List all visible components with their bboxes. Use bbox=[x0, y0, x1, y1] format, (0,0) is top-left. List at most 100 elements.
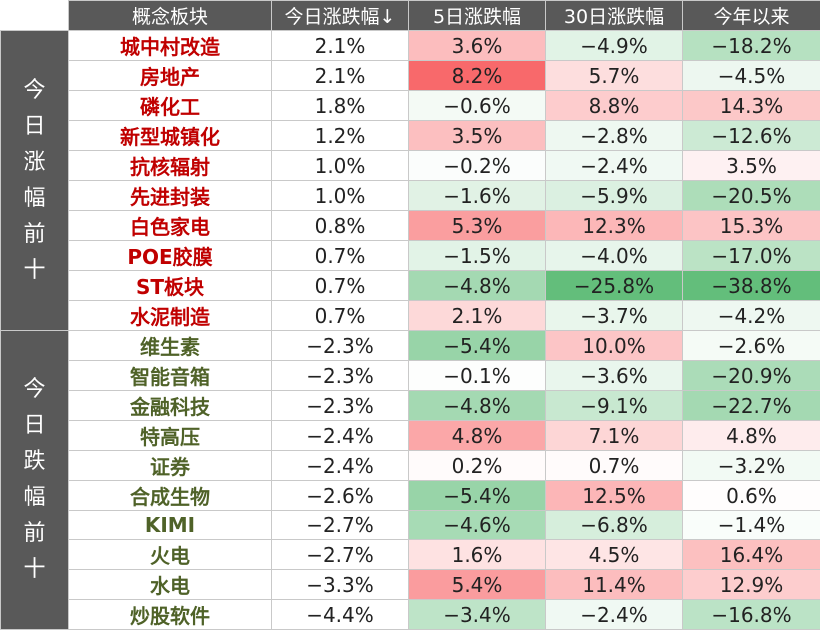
cell-ytd: 0.6% bbox=[683, 481, 820, 511]
table-row[interactable]: 水电−3.3%5.4%11.4%12.9% bbox=[1, 570, 820, 600]
cell-d5: −5.4% bbox=[409, 481, 546, 511]
cell-d5: −0.1% bbox=[409, 361, 546, 391]
cell-d30: 12.5% bbox=[546, 481, 683, 511]
concept-name[interactable]: 火电 bbox=[69, 540, 272, 570]
cell-d5: 1.6% bbox=[409, 540, 546, 570]
cell-d30: 0.7% bbox=[546, 451, 683, 481]
concept-name[interactable]: 证券 bbox=[69, 451, 272, 481]
table-row[interactable]: KIMI−2.7%−4.6%−6.8%−1.4% bbox=[1, 511, 820, 540]
cell-d5: −4.8% bbox=[409, 391, 546, 421]
cell-today: −4.4% bbox=[272, 600, 409, 630]
table-row[interactable]: 金融科技−2.3%−4.8%−9.1%−22.7% bbox=[1, 391, 820, 421]
header-row: 概念板块 今日涨跌幅↓ 5日涨跌幅 30日涨跌幅 今年以来 bbox=[1, 1, 820, 31]
bottom-group-label: 今日跌幅前十 bbox=[1, 331, 69, 630]
concept-name[interactable]: 特高压 bbox=[69, 421, 272, 451]
concept-name[interactable]: 水电 bbox=[69, 570, 272, 600]
header-5day-change[interactable]: 5日涨跌幅 bbox=[409, 1, 546, 31]
cell-d5: 5.4% bbox=[409, 570, 546, 600]
cell-d30: 4.5% bbox=[546, 540, 683, 570]
concept-name[interactable]: 炒股软件 bbox=[69, 600, 272, 630]
concept-name[interactable]: 先进封装 bbox=[69, 181, 272, 211]
table-row[interactable]: 火电−2.7%1.6%4.5%16.4% bbox=[1, 540, 820, 570]
cell-ytd: −38.8% bbox=[683, 271, 820, 301]
cell-today: −3.3% bbox=[272, 570, 409, 600]
concept-name[interactable]: 新型城镇化 bbox=[69, 121, 272, 151]
bottom-group-text: 今日跌幅前十 bbox=[23, 372, 47, 588]
cell-ytd: −22.7% bbox=[683, 391, 820, 421]
concept-name[interactable]: 合成生物 bbox=[69, 481, 272, 511]
header-today-change[interactable]: 今日涨跌幅↓ bbox=[272, 1, 409, 31]
cell-today: −2.3% bbox=[272, 331, 409, 361]
cell-ytd: −18.2% bbox=[683, 31, 820, 61]
cell-d30: −2.8% bbox=[546, 121, 683, 151]
table-row[interactable]: 炒股软件−4.4%−3.4%−2.4%−16.8% bbox=[1, 600, 820, 630]
cell-today: −2.7% bbox=[272, 540, 409, 570]
cell-d5: −5.4% bbox=[409, 331, 546, 361]
cell-d30: 12.3% bbox=[546, 211, 683, 241]
table-row[interactable]: 证券−2.4%0.2%0.7%−3.2% bbox=[1, 451, 820, 481]
cell-d30: 11.4% bbox=[546, 570, 683, 600]
concept-name[interactable]: POE胶膜 bbox=[69, 241, 272, 271]
cell-d30: 8.8% bbox=[546, 91, 683, 121]
cell-today: 2.1% bbox=[272, 31, 409, 61]
cell-d5: 2.1% bbox=[409, 301, 546, 331]
cell-ytd: −20.5% bbox=[683, 181, 820, 211]
table-row[interactable]: 特高压−2.4%4.8%7.1%4.8% bbox=[1, 421, 820, 451]
header-30day-change[interactable]: 30日涨跌幅 bbox=[546, 1, 683, 31]
cell-d30: −2.4% bbox=[546, 151, 683, 181]
cell-d5: 3.6% bbox=[409, 31, 546, 61]
cell-ytd: 16.4% bbox=[683, 540, 820, 570]
header-concept[interactable]: 概念板块 bbox=[69, 1, 272, 31]
table-row[interactable]: 合成生物−2.6%−5.4%12.5%0.6% bbox=[1, 481, 820, 511]
top-group-label: 今日涨幅前十 bbox=[1, 31, 69, 331]
cell-today: −2.7% bbox=[272, 511, 409, 540]
table-row[interactable]: 今日跌幅前十维生素−2.3%−5.4%10.0%−2.6% bbox=[1, 331, 820, 361]
concept-name[interactable]: 白色家电 bbox=[69, 211, 272, 241]
concept-name[interactable]: 水泥制造 bbox=[69, 301, 272, 331]
cell-ytd: 3.5% bbox=[683, 151, 820, 181]
cell-ytd: 15.3% bbox=[683, 211, 820, 241]
cell-d30: −25.8% bbox=[546, 271, 683, 301]
cell-d5: −0.2% bbox=[409, 151, 546, 181]
concept-name[interactable]: 智能音箱 bbox=[69, 361, 272, 391]
concept-name[interactable]: 维生素 bbox=[69, 331, 272, 361]
cell-d30: −3.7% bbox=[546, 301, 683, 331]
cell-d30: −5.9% bbox=[546, 181, 683, 211]
cell-d5: 4.8% bbox=[409, 421, 546, 451]
cell-ytd: −16.8% bbox=[683, 600, 820, 630]
cell-d5: −4.6% bbox=[409, 511, 546, 540]
cell-today: 0.8% bbox=[272, 211, 409, 241]
cell-d30: 10.0% bbox=[546, 331, 683, 361]
table-row[interactable]: 智能音箱−2.3%−0.1%−3.6%−20.9% bbox=[1, 361, 820, 391]
cell-today: 0.7% bbox=[272, 301, 409, 331]
cell-d5: −3.4% bbox=[409, 600, 546, 630]
cell-ytd: 4.8% bbox=[683, 421, 820, 451]
concept-name[interactable]: 房地产 bbox=[69, 61, 272, 91]
concept-name[interactable]: 金融科技 bbox=[69, 391, 272, 421]
top-group-text: 今日涨幅前十 bbox=[23, 73, 47, 289]
cell-ytd: −4.2% bbox=[683, 301, 820, 331]
concept-name[interactable]: 城中村改造 bbox=[69, 31, 272, 61]
cell-d30: −6.8% bbox=[546, 511, 683, 540]
concept-name[interactable]: 磷化工 bbox=[69, 91, 272, 121]
cell-ytd: −17.0% bbox=[683, 241, 820, 271]
header-ytd-change[interactable]: 今年以来 bbox=[683, 1, 820, 31]
cell-today: −2.4% bbox=[272, 421, 409, 451]
cell-d30: −2.4% bbox=[546, 600, 683, 630]
cell-today: −2.3% bbox=[272, 361, 409, 391]
concept-name[interactable]: 抗核辐射 bbox=[69, 151, 272, 181]
cell-d5: −4.8% bbox=[409, 271, 546, 301]
concept-name[interactable]: KIMI bbox=[69, 511, 272, 540]
concept-name[interactable]: ST板块 bbox=[69, 271, 272, 301]
